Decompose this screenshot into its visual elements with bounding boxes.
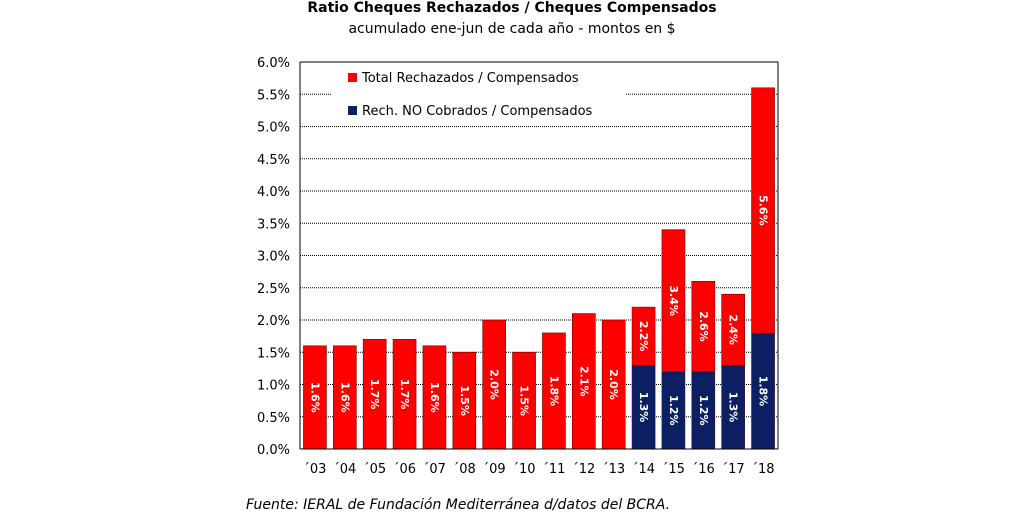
x-tick-label: ´04 (333, 462, 356, 477)
legend-label: Total Rechazados / Compensados (361, 71, 579, 86)
bar-label-total: 1.6% (428, 382, 441, 413)
legend-swatch (348, 106, 357, 115)
bar-no-cobrados (661, 371, 685, 449)
x-tick-label: ´17 (722, 462, 745, 477)
x-tick-label: ´12 (572, 462, 595, 477)
bar-labels: 1.6% 1.6% 1.7% 1.7% 1.6% 1.5% 2.0% 1.5% 1.8% 2.1%… (308, 195, 769, 425)
chart-subtitle: acumulado ene-jun de cada año - montos e… (348, 21, 676, 37)
x-axis-labels: ´03 ´04 ´05 ´06 ´07 ´08 ´09 ´10 ´11 ´12 ´13 ´14 ´15 ´… (303, 462, 774, 477)
bar-label-total: 2.6% (697, 311, 710, 342)
y-tick-label: 5.5% (257, 88, 290, 103)
bar-label-total: 2.2% (637, 321, 650, 352)
source-note: Fuente: IERAL de Fundación Mediterránea … (246, 497, 671, 513)
x-tick-label: ´18 (752, 462, 775, 477)
bar-label-total: 1.7% (398, 379, 411, 410)
bar-label-total: 1.6% (308, 382, 321, 413)
x-tick-label: ´11 (542, 462, 565, 477)
y-tick-label: 3.0% (257, 250, 290, 265)
bar-label-total: 3.4% (667, 285, 680, 316)
x-tick-label: ´13 (602, 462, 625, 477)
legend-swatch (348, 73, 357, 82)
bar-label-no-cobrados: 1.3% (637, 392, 650, 423)
bar-label-total: 2.1% (577, 366, 590, 397)
y-tick-label: 2.5% (257, 282, 290, 297)
bar-label-total: 1.8% (547, 376, 560, 407)
legend-label: Rech. NO Cobrados / Compensados (362, 104, 593, 119)
x-tick-label: ´15 (662, 462, 685, 477)
bar-no-cobrados (691, 371, 715, 449)
legend-background (332, 67, 626, 125)
y-tick-label: 4.5% (257, 153, 290, 168)
bar-label-total: 2.4% (727, 314, 740, 345)
y-tick-label: 6.0% (257, 56, 290, 71)
bar-label-total: 1.5% (518, 385, 531, 416)
y-tick-label: 4.0% (257, 185, 290, 200)
y-tick-label: 3.5% (257, 217, 290, 232)
bar-label-total: 2.0% (488, 369, 501, 400)
chart-title: Ratio Cheques Rechazados / Cheques Compe… (307, 0, 717, 16)
bars (303, 87, 775, 450)
x-tick-label: ´08 (453, 462, 476, 477)
y-tick-label: 0.0% (257, 443, 290, 458)
y-tick-label: 1.0% (257, 379, 290, 394)
bar-label-total: 5.6% (757, 195, 770, 226)
legend: Total Rechazados / Compensados Rech. NO C… (332, 67, 626, 125)
bar-label-no-cobrados: 1.8% (757, 376, 770, 407)
x-tick-label: ´09 (483, 462, 506, 477)
bar-no-cobrados (721, 365, 745, 449)
axes (299, 61, 779, 450)
bar-label-no-cobrados: 1.2% (697, 395, 710, 426)
x-tick-label: ´05 (363, 462, 386, 477)
x-tick-label: ´10 (513, 462, 536, 477)
bar-label-total: 1.7% (368, 379, 381, 410)
x-tick-label: ´06 (393, 462, 416, 477)
bar-label-no-cobrados: 1.2% (667, 395, 680, 426)
y-tick-label: 1.5% (257, 346, 290, 361)
bar-label-total: 1.6% (338, 382, 351, 413)
x-tick-label: ´16 (692, 462, 715, 477)
bar-label-total: 1.5% (458, 385, 471, 416)
y-tick-label: 2.0% (257, 314, 290, 329)
y-tick-label: 0.5% (257, 411, 290, 426)
x-tick-label: ´14 (632, 462, 655, 477)
bar-label-total: 2.0% (607, 369, 620, 400)
bar-no-cobrados (751, 332, 775, 449)
y-tick-label: 5.0% (257, 121, 290, 136)
bar-no-cobrados (632, 365, 656, 449)
bar-label-no-cobrados: 1.3% (727, 392, 740, 423)
x-tick-label: ´07 (423, 462, 446, 477)
x-tick-label: ´03 (303, 462, 326, 477)
y-axis-labels: 0.0% 0.5% 1.0% 1.5% 2.0% 2.5% 3.0% 3.5% 4.0% 4.5%… (257, 56, 290, 458)
